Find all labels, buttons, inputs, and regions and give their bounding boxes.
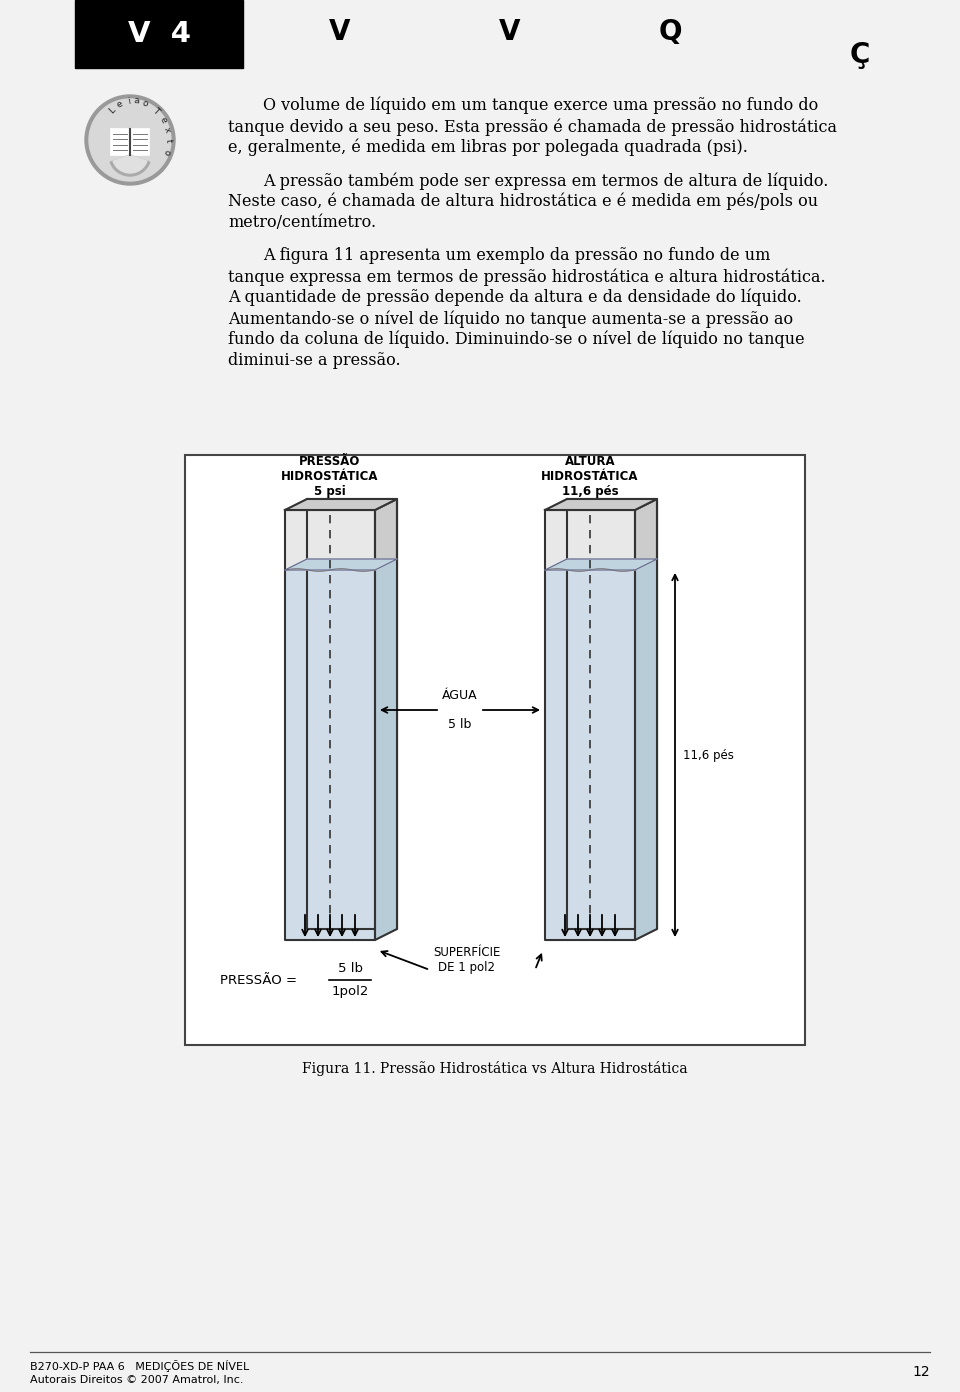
Text: Neste caso, é chamada de altura hidrostática e é medida em pés/pols ou: Neste caso, é chamada de altura hidrostá… bbox=[228, 193, 818, 210]
Text: 5 lb: 5 lb bbox=[338, 962, 363, 974]
Text: o: o bbox=[161, 149, 171, 156]
Text: i: i bbox=[127, 96, 132, 106]
Polygon shape bbox=[307, 498, 397, 928]
Text: Autorais Direitos © 2007 Amatrol, Inc.: Autorais Direitos © 2007 Amatrol, Inc. bbox=[30, 1375, 244, 1385]
Polygon shape bbox=[375, 560, 397, 940]
Text: e, geralmente, é medida em libras por polegada quadrada (psi).: e, geralmente, é medida em libras por po… bbox=[228, 139, 748, 156]
Polygon shape bbox=[635, 498, 657, 940]
Text: fundo da coluna de líquido. Diminuindo-se o nível de líquido no tanque: fundo da coluna de líquido. Diminuindo-s… bbox=[228, 331, 804, 348]
Polygon shape bbox=[285, 509, 375, 940]
Text: ALTURA
HIDROSTÁTICA
11,6 pés: ALTURA HIDROSTÁTICA 11,6 pés bbox=[541, 455, 638, 498]
Polygon shape bbox=[285, 498, 397, 509]
Text: V: V bbox=[499, 18, 520, 46]
Polygon shape bbox=[286, 569, 374, 940]
Text: O volume de líquido em um tanque exerce uma pressão no fundo do: O volume de líquido em um tanque exerce … bbox=[263, 97, 818, 114]
Text: ÁGUA: ÁGUA bbox=[443, 689, 478, 702]
Text: e: e bbox=[157, 116, 168, 125]
Text: PRESSÃO =: PRESSÃO = bbox=[220, 973, 301, 987]
Text: A pressão também pode ser expressa em termos de altura de líquido.: A pressão também pode ser expressa em te… bbox=[263, 173, 828, 189]
Bar bbox=[111, 129, 129, 155]
Polygon shape bbox=[545, 560, 657, 569]
Polygon shape bbox=[567, 498, 657, 928]
Text: x: x bbox=[162, 127, 172, 134]
Text: V: V bbox=[329, 18, 350, 46]
Text: Aumentando-se o nível de líquido no tanque aumenta-se a pressão ao: Aumentando-se o nível de líquido no tanq… bbox=[228, 310, 793, 327]
Polygon shape bbox=[545, 498, 657, 509]
Text: tanque expressa em termos de pressão hidrostática e altura hidrostática.: tanque expressa em termos de pressão hid… bbox=[228, 269, 826, 285]
Text: metro/centímetro.: metro/centímetro. bbox=[228, 214, 376, 231]
Text: t: t bbox=[163, 139, 173, 143]
Polygon shape bbox=[375, 498, 397, 940]
Text: e: e bbox=[115, 99, 125, 110]
Text: 12: 12 bbox=[912, 1366, 930, 1379]
Polygon shape bbox=[545, 509, 635, 940]
Text: diminui-se a pressão.: diminui-se a pressão. bbox=[228, 352, 400, 369]
Text: 1pol2: 1pol2 bbox=[331, 986, 369, 998]
Text: PRESSÃO
HIDROSTÁTICA
5 psi: PRESSÃO HIDROSTÁTICA 5 psi bbox=[281, 455, 379, 498]
Text: V  4: V 4 bbox=[128, 19, 190, 47]
Bar bbox=[185, 455, 805, 1045]
Text: A quantidade de pressão depende da altura e da densidade do líquido.: A quantidade de pressão depende da altur… bbox=[228, 290, 802, 306]
Text: A figura 11 apresenta um exemplo da pressão no fundo de um: A figura 11 apresenta um exemplo da pres… bbox=[263, 246, 770, 264]
Wedge shape bbox=[110, 155, 150, 175]
Text: L: L bbox=[108, 104, 117, 116]
Circle shape bbox=[85, 95, 175, 185]
Text: 11,6 pés: 11,6 pés bbox=[683, 749, 733, 761]
Text: T: T bbox=[151, 106, 161, 116]
Circle shape bbox=[89, 99, 171, 181]
Polygon shape bbox=[285, 560, 397, 569]
Text: B270-XD-P PAA 6   MEDIÇÕES DE NÍVEL: B270-XD-P PAA 6 MEDIÇÕES DE NÍVEL bbox=[30, 1360, 250, 1373]
Text: Figura 11. Pressão Hidrostática vs Altura Hidrostática: Figura 11. Pressão Hidrostática vs Altur… bbox=[302, 1062, 687, 1076]
Wedge shape bbox=[113, 155, 147, 173]
Text: o: o bbox=[141, 99, 149, 109]
Bar bbox=[75, 0, 243, 68]
Text: SUPERFÍCIE
DE 1 pol2: SUPERFÍCIE DE 1 pol2 bbox=[433, 947, 500, 974]
Text: Ç: Ç bbox=[850, 40, 870, 70]
Polygon shape bbox=[546, 569, 634, 940]
Bar bbox=[131, 129, 149, 155]
Text: a: a bbox=[132, 96, 139, 106]
Text: 5 lb: 5 lb bbox=[448, 718, 471, 731]
Text: Q: Q bbox=[659, 18, 682, 46]
Text: tanque devido a seu peso. Esta pressão é chamada de pressão hidrostática: tanque devido a seu peso. Esta pressão é… bbox=[228, 118, 837, 135]
Polygon shape bbox=[635, 560, 657, 940]
